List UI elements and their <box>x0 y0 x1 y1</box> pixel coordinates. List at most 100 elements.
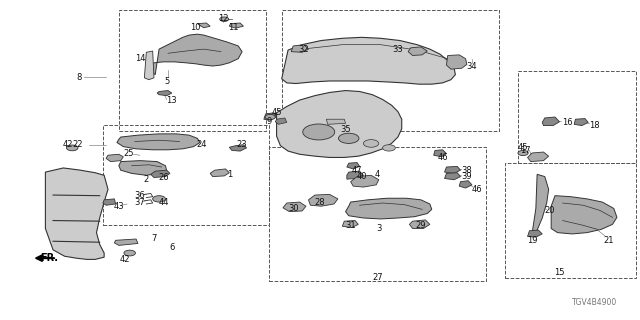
Polygon shape <box>45 168 108 260</box>
Text: 39: 39 <box>461 172 472 181</box>
Text: 14: 14 <box>134 53 145 62</box>
Text: 17: 17 <box>520 146 531 155</box>
Text: 7: 7 <box>151 234 157 243</box>
Text: 20: 20 <box>545 206 555 215</box>
Polygon shape <box>347 163 360 169</box>
Polygon shape <box>229 23 243 28</box>
Polygon shape <box>291 45 308 52</box>
Circle shape <box>303 124 335 140</box>
Text: 31: 31 <box>346 221 356 230</box>
Circle shape <box>383 145 396 151</box>
Text: 47: 47 <box>352 166 362 175</box>
Text: 25: 25 <box>123 149 134 158</box>
Bar <box>103 125 269 225</box>
Text: 9: 9 <box>266 117 271 126</box>
Bar <box>269 147 486 281</box>
Polygon shape <box>106 154 124 162</box>
Bar <box>505 163 636 278</box>
Polygon shape <box>145 51 154 80</box>
Polygon shape <box>275 118 287 124</box>
Circle shape <box>364 140 379 147</box>
Polygon shape <box>197 23 210 28</box>
Polygon shape <box>347 171 364 179</box>
Text: 15: 15 <box>554 268 564 277</box>
Polygon shape <box>351 175 379 187</box>
Text: 32: 32 <box>299 44 309 54</box>
Text: 29: 29 <box>415 221 426 230</box>
Text: 12: 12 <box>218 14 228 23</box>
Polygon shape <box>326 119 346 124</box>
Text: 18: 18 <box>589 121 600 130</box>
Polygon shape <box>445 166 461 173</box>
Polygon shape <box>308 195 338 206</box>
Text: 24: 24 <box>196 140 207 149</box>
Text: 36: 36 <box>134 191 145 200</box>
Polygon shape <box>147 34 242 75</box>
Text: 45: 45 <box>271 108 282 117</box>
Text: 43: 43 <box>113 202 124 211</box>
Text: TGV4B4900: TGV4B4900 <box>572 298 617 307</box>
Bar <box>282 10 499 131</box>
Text: 38: 38 <box>461 166 472 175</box>
Circle shape <box>153 196 166 202</box>
Polygon shape <box>410 220 430 228</box>
Text: 3: 3 <box>376 224 381 233</box>
Polygon shape <box>408 47 428 55</box>
Polygon shape <box>574 119 588 125</box>
Circle shape <box>124 250 136 256</box>
Polygon shape <box>264 113 276 120</box>
Polygon shape <box>551 196 617 234</box>
Circle shape <box>518 150 528 156</box>
Polygon shape <box>283 202 306 212</box>
Text: 27: 27 <box>372 273 383 282</box>
Polygon shape <box>157 91 172 96</box>
Polygon shape <box>276 91 402 157</box>
Polygon shape <box>103 199 116 205</box>
Polygon shape <box>434 150 447 157</box>
Text: 13: 13 <box>166 96 177 105</box>
Text: 22: 22 <box>72 140 83 149</box>
Text: FR.: FR. <box>40 253 58 263</box>
Text: 16: 16 <box>562 118 572 127</box>
Text: 6: 6 <box>169 243 175 252</box>
Text: 21: 21 <box>604 236 614 245</box>
Text: 28: 28 <box>315 197 325 206</box>
Polygon shape <box>342 220 358 228</box>
Text: 30: 30 <box>288 204 298 213</box>
Text: 2: 2 <box>143 175 149 184</box>
Circle shape <box>265 115 275 120</box>
Polygon shape <box>119 161 167 175</box>
Text: 4: 4 <box>375 170 380 179</box>
Text: 46: 46 <box>471 185 482 194</box>
Text: 46: 46 <box>437 153 448 162</box>
Circle shape <box>339 133 359 143</box>
Text: 37: 37 <box>134 197 145 206</box>
Text: 44: 44 <box>158 197 169 206</box>
Circle shape <box>220 17 228 21</box>
Text: 35: 35 <box>340 125 351 134</box>
Polygon shape <box>346 198 432 219</box>
Circle shape <box>67 145 78 151</box>
Text: 10: 10 <box>190 23 201 32</box>
Text: 23: 23 <box>237 140 248 149</box>
Polygon shape <box>542 117 559 125</box>
Text: 40: 40 <box>356 172 367 181</box>
Polygon shape <box>151 170 170 178</box>
Polygon shape <box>115 239 138 245</box>
Polygon shape <box>527 230 542 237</box>
Polygon shape <box>532 174 548 234</box>
Bar <box>119 10 266 131</box>
Text: 42: 42 <box>120 255 131 264</box>
Text: 19: 19 <box>527 236 537 245</box>
Text: 33: 33 <box>392 44 403 54</box>
Polygon shape <box>229 145 246 151</box>
Text: 34: 34 <box>467 61 477 70</box>
Bar <box>518 71 636 163</box>
Polygon shape <box>447 55 467 69</box>
Polygon shape <box>117 134 200 150</box>
Text: 5: 5 <box>164 77 170 86</box>
Polygon shape <box>445 173 461 180</box>
Text: 1: 1 <box>227 170 232 179</box>
Text: 8: 8 <box>76 73 81 82</box>
Text: 42: 42 <box>63 140 73 149</box>
